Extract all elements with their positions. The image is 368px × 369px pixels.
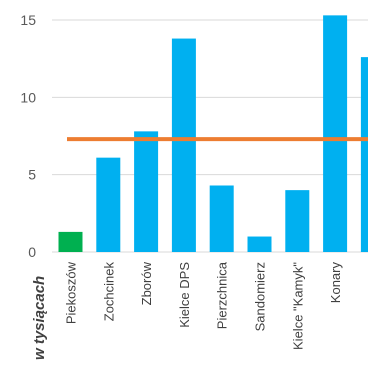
x-tick-label: Zochcinek — [101, 262, 116, 322]
x-tick-label: Łaziska — [366, 261, 368, 306]
y-tick-label: 10 — [20, 89, 36, 105]
bars — [58, 15, 368, 253]
y-tick-label: 0 — [28, 244, 36, 260]
bar — [58, 231, 83, 252]
bar — [360, 57, 368, 253]
bar — [134, 131, 159, 252]
bar — [323, 15, 348, 252]
x-tick-label: Piekoszów — [64, 261, 79, 324]
bar — [285, 190, 310, 252]
y-tick-label: 5 — [28, 167, 36, 183]
x-tick-label: Zborów — [139, 261, 154, 305]
y-tick-label: 15 — [20, 12, 36, 28]
bar — [247, 236, 272, 252]
y-axis-label: w tysiącach — [31, 276, 48, 360]
bar — [209, 185, 234, 252]
x-tick-label: Kielce DPS — [177, 262, 192, 328]
bar — [96, 157, 121, 252]
bar — [171, 38, 196, 253]
x-tick-label: Konary — [328, 262, 343, 304]
x-tick-label: Sandomierz — [253, 262, 268, 331]
y-axis: 0 5 10 15 — [20, 12, 36, 260]
x-tick-label: Pierzchnica — [215, 261, 230, 329]
x-axis: Piekoszów Zochcinek Zborów Kielce DPS Pierzc… — [64, 261, 368, 350]
x-tick-label: Kielce "Kamyk" — [290, 262, 305, 350]
